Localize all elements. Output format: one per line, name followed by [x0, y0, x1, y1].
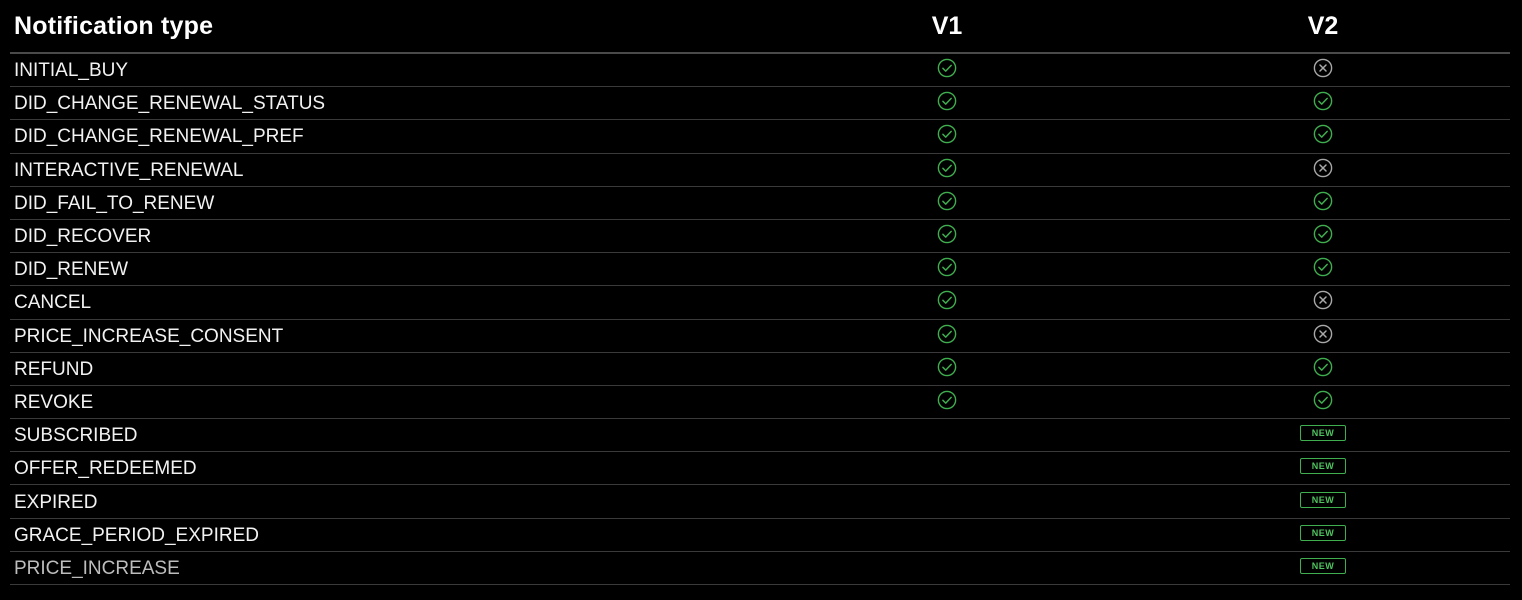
v1-cell — [884, 552, 1010, 584]
notification-type-name: PRICE_INCREASE_CONSENT — [14, 325, 284, 347]
v1-cell — [884, 419, 1010, 451]
header-v1: V1 — [931, 11, 963, 40]
notification-type-name: REVOKE — [14, 391, 94, 413]
v2-cell — [1260, 154, 1386, 186]
check-icon — [1313, 125, 1333, 144]
table-row: DID_RECOVER — [10, 220, 1510, 254]
notification-type-name: DID_CHANGE_RENEWAL_STATUS — [14, 93, 326, 115]
check-icon — [937, 58, 957, 78]
v2-cell: NEW — [1260, 519, 1386, 551]
check-icon — [937, 191, 957, 211]
v1-cell — [884, 519, 1010, 551]
check-icon — [937, 390, 957, 410]
v2-cell: NEW — [1260, 485, 1386, 517]
table-row: DID_FAIL_TO_RENEW — [10, 187, 1510, 220]
notification-type-name: DID_CHANGE_RENEWAL_PREF — [14, 126, 304, 148]
notification-table: Notification type V1 V2 INITIAL_BUY DID_C… — [10, 0, 1510, 585]
header-v2: V2 — [1307, 11, 1339, 40]
table-row: INITIAL_BUY — [10, 54, 1510, 88]
v2-cell: NEW — [1260, 552, 1386, 584]
new-badge: NEW — [1300, 425, 1346, 442]
table-row: CANCEL — [10, 286, 1510, 320]
v2-cell — [1260, 220, 1386, 252]
v1-cell — [884, 353, 1010, 385]
notification-type-name: DID_RENEW — [14, 259, 129, 281]
notification-type-name: INITIAL_BUY — [14, 60, 129, 82]
check-icon — [1313, 224, 1333, 244]
v2-cell — [1260, 187, 1386, 219]
notification-type-name: PRICE_INCREASE — [14, 557, 180, 579]
cross-icon — [1313, 158, 1333, 177]
v1-cell — [884, 120, 1010, 152]
v1-cell — [884, 452, 1010, 484]
v2-cell — [1260, 320, 1386, 352]
check-icon — [1313, 257, 1333, 277]
v1-cell — [884, 320, 1010, 352]
v2-cell — [1260, 386, 1386, 418]
check-icon — [937, 324, 957, 343]
v1-cell — [884, 485, 1010, 517]
check-icon — [937, 257, 957, 277]
check-icon — [937, 357, 957, 377]
v1-cell — [884, 154, 1010, 186]
v2-cell — [1260, 87, 1386, 119]
table-row: PRICE_INCREASE_CONSENT — [10, 320, 1510, 353]
check-icon — [1313, 191, 1333, 211]
check-icon — [937, 224, 957, 244]
v2-cell: NEW — [1260, 452, 1386, 484]
new-badge: NEW — [1300, 491, 1346, 508]
new-badge: NEW — [1300, 458, 1346, 475]
table-row: DID_RENEW — [10, 253, 1510, 287]
check-icon — [937, 291, 957, 310]
table-row: OFFER_REDEEMED NEW — [10, 452, 1510, 486]
table-row: REVOKE — [10, 386, 1510, 420]
cross-icon — [1313, 291, 1333, 310]
notification-type-name: DID_RECOVER — [14, 226, 152, 248]
check-icon — [937, 158, 957, 177]
check-icon — [1313, 357, 1333, 377]
table-body: INITIAL_BUY DID_CHANGE_RENEWAL_STATUS DID_… — [10, 54, 1510, 585]
table-row: PRICE_INCREASE NEW — [10, 552, 1510, 585]
v2-cell — [1260, 120, 1386, 152]
v1-cell — [884, 54, 1010, 86]
check-icon — [1313, 91, 1333, 111]
v1-cell — [884, 386, 1010, 418]
v2-cell — [1260, 353, 1386, 385]
table-row: DID_CHANGE_RENEWAL_PREF — [10, 120, 1510, 154]
v2-cell — [1260, 54, 1386, 86]
notification-type-name: GRACE_PERIOD_EXPIRED — [14, 524, 259, 546]
table-row: GRACE_PERIOD_EXPIRED NEW — [10, 519, 1510, 552]
check-icon — [1313, 390, 1333, 410]
v1-cell — [884, 187, 1010, 219]
v1-cell — [884, 87, 1010, 119]
table-header: Notification type V1 V2 — [10, 0, 1510, 54]
notification-type-name: DID_FAIL_TO_RENEW — [14, 192, 215, 214]
table-row: EXPIRED NEW — [10, 485, 1510, 519]
new-badge: NEW — [1300, 557, 1346, 574]
table-row: INTERACTIVE_RENEWAL — [10, 154, 1510, 187]
v1-cell — [884, 286, 1010, 318]
notification-type-name: EXPIRED — [14, 491, 98, 513]
v2-cell — [1260, 286, 1386, 318]
check-icon — [937, 125, 957, 144]
table-row: REFUND — [10, 353, 1510, 386]
table-row: DID_CHANGE_RENEWAL_STATUS — [10, 87, 1510, 121]
notification-type-name: CANCEL — [14, 292, 92, 314]
check-icon — [937, 91, 957, 111]
notification-type-name: REFUND — [14, 358, 94, 380]
notification-type-name: INTERACTIVE_RENEWAL — [14, 159, 244, 181]
v1-cell — [884, 220, 1010, 252]
v1-cell — [884, 253, 1010, 285]
cross-icon — [1313, 58, 1333, 78]
table-row: SUBSCRIBED NEW — [10, 419, 1510, 453]
header-notification-type: Notification type — [14, 11, 214, 40]
new-badge: NEW — [1300, 524, 1346, 541]
cross-icon — [1313, 324, 1333, 343]
notification-type-name: SUBSCRIBED — [14, 425, 138, 447]
v2-cell — [1260, 253, 1386, 285]
v2-cell: NEW — [1260, 419, 1386, 451]
notification-type-name: OFFER_REDEEMED — [14, 458, 197, 480]
